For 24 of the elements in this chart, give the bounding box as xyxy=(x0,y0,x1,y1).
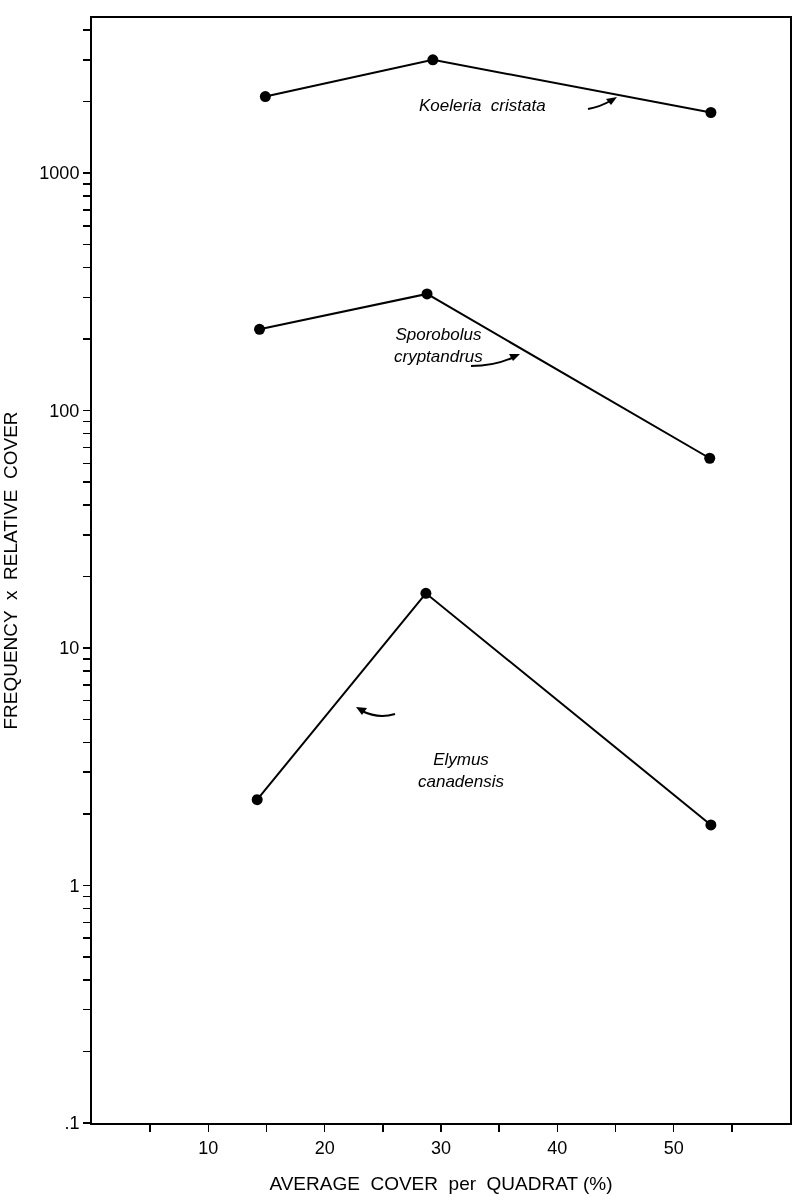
y-axis-title: FREQUENCY x RELATIVE COVER xyxy=(0,411,21,730)
y-tick-label: 1000 xyxy=(39,163,80,184)
point xyxy=(421,288,433,300)
x-tick-label: 50 xyxy=(663,1137,684,1158)
annotation: Koeleria cristata xyxy=(419,96,546,115)
point xyxy=(254,323,266,335)
annotation: Elymus canadensis xyxy=(418,750,505,792)
point xyxy=(259,91,271,103)
y-tick-label: 10 xyxy=(59,638,80,659)
point xyxy=(704,452,716,464)
point xyxy=(420,587,432,599)
x-tick-label: 40 xyxy=(547,1137,568,1158)
x-tick-label: 20 xyxy=(314,1137,335,1158)
point xyxy=(427,54,439,66)
y-tick-label: 100 xyxy=(49,400,80,421)
point xyxy=(705,819,717,831)
point xyxy=(251,794,263,806)
x-tick-label: 30 xyxy=(430,1137,452,1158)
point xyxy=(705,107,717,118)
y-tick-label: 1 xyxy=(69,875,80,896)
y-tick-label: .1 xyxy=(64,1113,80,1134)
x-axis-title: AVERAGE COVER per QUADRAT (%) xyxy=(269,1172,613,1194)
x-tick-label: 10 xyxy=(198,1137,219,1158)
annotation: Sporobolus cryptandrus xyxy=(394,325,484,367)
